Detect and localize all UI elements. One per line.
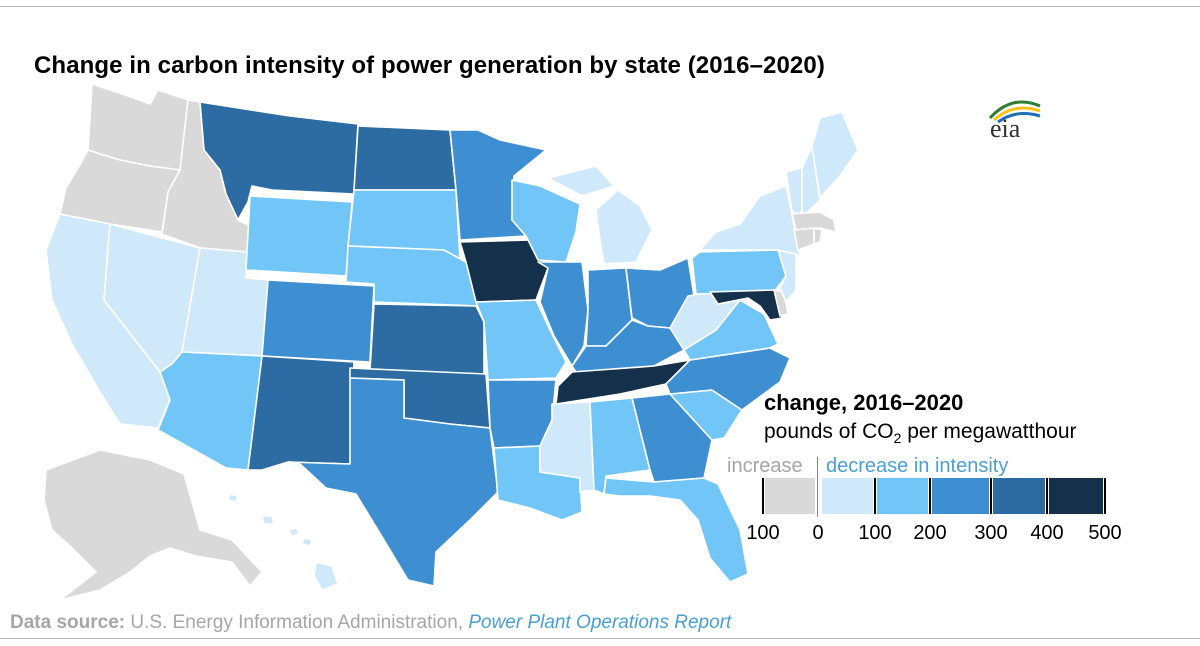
legend-tick-label: 100	[858, 522, 892, 544]
state-TN	[555, 359, 691, 405]
source-label: Data source:	[10, 612, 126, 633]
state-NH	[801, 145, 821, 215]
state-TX	[287, 377, 499, 587]
state-NM	[247, 355, 355, 471]
state-FL	[603, 477, 749, 583]
legend-tick	[1104, 478, 1106, 514]
state-MT	[199, 101, 359, 221]
legend-tick-label: 500	[1088, 522, 1122, 544]
legend-swatch	[822, 478, 873, 514]
state-AZ	[157, 351, 265, 471]
state-MI	[547, 165, 653, 265]
legend-decrease-label: decrease in intensity	[826, 455, 1009, 477]
legend-tick	[762, 478, 764, 514]
state-CO	[261, 279, 375, 363]
legend-tick-label: 200	[913, 522, 947, 544]
legend-divider	[817, 457, 818, 517]
legend-unit-prefix: pounds of CO	[764, 420, 894, 443]
state-ME	[811, 111, 859, 199]
legend-tick	[874, 478, 876, 514]
state-NY	[699, 185, 801, 259]
legend-unit-subscript: 2	[893, 430, 902, 447]
state-NE	[345, 245, 481, 307]
legend-tick	[929, 478, 931, 514]
legend-tick	[990, 478, 992, 514]
state-RI	[813, 227, 823, 245]
legend-subtitle: pounds of CO2 per megawatthour	[764, 420, 1077, 446]
data-source: Data source: U.S. Energy Information Adm…	[10, 612, 731, 634]
state-ND	[353, 125, 457, 191]
legend-swatch	[932, 478, 989, 514]
eia-logo: eia	[988, 100, 1041, 140]
legend-tick	[1046, 478, 1048, 514]
legend-swatch	[993, 478, 1045, 514]
source-report-link[interactable]: Power Plant Operations Report	[468, 612, 732, 633]
legend-tick-label: 400	[1030, 522, 1064, 544]
chart-title: Change in carbon intensity of power gene…	[34, 52, 825, 79]
logo-text: eia	[990, 114, 1021, 140]
state-MO	[475, 299, 567, 381]
legend-increase-label: increase	[727, 455, 803, 477]
legend-unit-suffix: per megawatthour	[901, 420, 1077, 443]
legend-tick-label: 0	[812, 522, 824, 544]
state-AK	[43, 449, 263, 601]
legend-swatch	[765, 478, 815, 514]
legend-tick-label: 300	[974, 522, 1008, 544]
state-KS	[369, 303, 485, 375]
state-WY	[245, 195, 353, 277]
legend-tick-label: 100	[746, 522, 780, 544]
legend-swatch	[877, 478, 928, 514]
state-PA	[691, 249, 787, 295]
state-HI	[227, 493, 339, 591]
top-rule	[0, 6, 1200, 7]
logo-arc-yellow	[992, 106, 1041, 122]
bottom-rule	[0, 638, 1200, 639]
logo-arc-green	[988, 100, 1041, 120]
source-text: U.S. Energy Information Administration,	[125, 612, 469, 633]
legend-swatch	[1049, 478, 1103, 514]
logo-arc-blue	[997, 112, 1041, 124]
state-CT	[793, 227, 815, 251]
legend-title: change, 2016–2020	[764, 390, 964, 415]
states-layer	[43, 83, 859, 601]
